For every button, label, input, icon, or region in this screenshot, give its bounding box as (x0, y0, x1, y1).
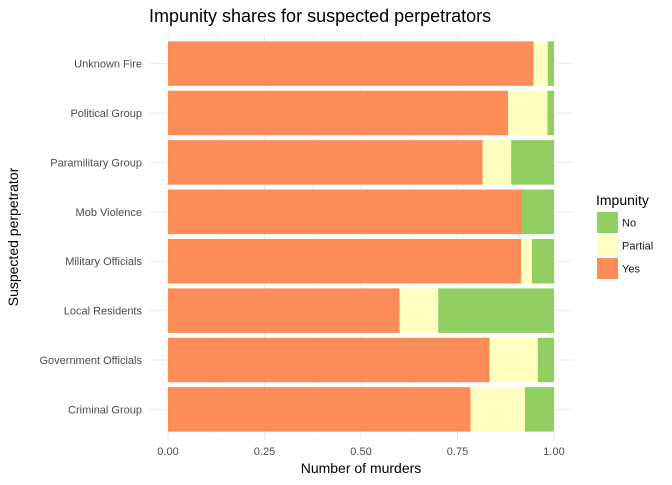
bar-segment-no (438, 288, 554, 333)
x-tick-label: 0.25 (254, 446, 275, 458)
bar-segment-yes (168, 41, 534, 86)
bar-segment-yes (168, 140, 483, 185)
x-tick-label: 1.00 (543, 446, 564, 458)
y-tick-label: Criminal Group (68, 404, 142, 416)
bar-segment-yes (168, 337, 490, 383)
bar-segment-no (521, 189, 554, 235)
bar-segment-partial (399, 288, 439, 333)
legend-items: No Partial Yes (597, 212, 653, 279)
legend-title: Impunity (596, 192, 649, 208)
y-axis-tick-labels: Unknown Fire Political Group Paramilitary … (39, 59, 142, 417)
y-tick-label: Government Officials (39, 355, 142, 367)
bar-segment-partial (470, 387, 526, 432)
legend-label-partial: Partial (622, 241, 653, 253)
bar-segment-yes (168, 90, 509, 136)
x-tick-label: 0.00 (157, 446, 178, 458)
x-axis-title: Number of murders (301, 460, 422, 476)
legend-label-yes: Yes (622, 264, 640, 276)
x-axis-tick-labels: 0.00 0.25 0.50 0.75 1.00 (157, 446, 564, 458)
chart-title: Impunity shares for suspected perpetrato… (149, 6, 491, 26)
bar-segment-no (531, 238, 554, 284)
bar-segment-yes (168, 387, 471, 432)
bar-segment-partial (482, 140, 512, 185)
bar-segment-yes (168, 189, 522, 235)
bar-segment-no (511, 140, 554, 185)
y-tick-label: Military Officials (65, 256, 142, 268)
bar-segment-partial (533, 41, 548, 86)
bar-segment-yes (168, 238, 522, 284)
x-tick-label: 0.50 (350, 446, 371, 458)
bar-segment-partial (521, 238, 532, 284)
x-tick-label: 0.75 (447, 446, 468, 458)
bar-segment-no (525, 387, 554, 432)
bar-segment-no (547, 41, 554, 86)
bars (168, 41, 554, 432)
bar-segment-no (547, 90, 554, 136)
bar-segment-yes (168, 288, 400, 333)
legend: Impunity No Partial Yes (596, 192, 653, 279)
y-axis-title: Suspected perpetrator (5, 167, 21, 306)
legend-key-yes (597, 258, 618, 279)
bar-segment-partial (508, 90, 548, 136)
y-tick-label: Paramilitary Group (50, 157, 142, 169)
bar-segment-no (537, 337, 554, 383)
legend-label-no: No (622, 218, 636, 230)
y-tick-label: Political Group (70, 108, 142, 120)
y-tick-label: Mob Violence (76, 207, 142, 219)
legend-key-no (597, 212, 618, 233)
y-tick-label: Unknown Fire (74, 59, 142, 71)
bar-segment-partial (489, 337, 538, 383)
y-tick-label: Local Residents (64, 306, 143, 318)
legend-key-partial (597, 235, 618, 256)
